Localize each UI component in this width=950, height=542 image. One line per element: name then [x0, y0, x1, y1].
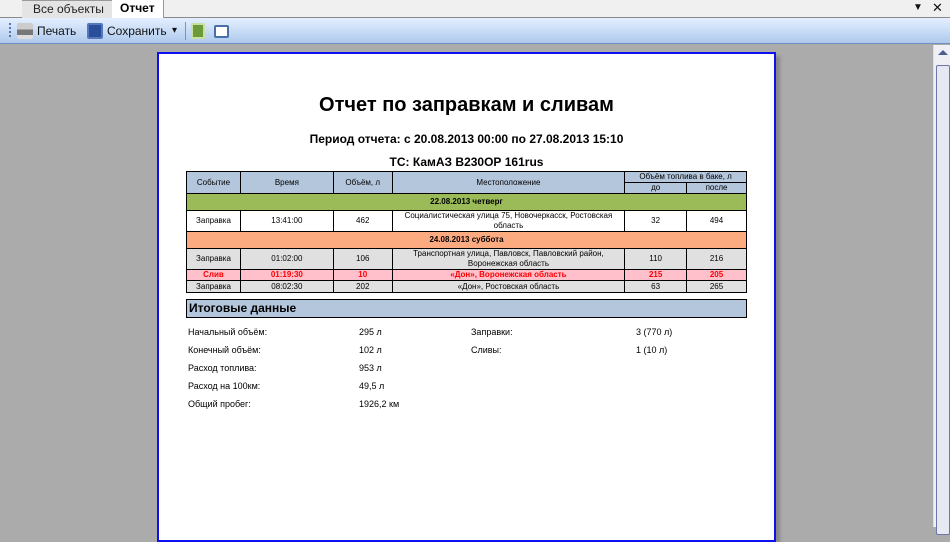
events-table: Событие Время Объём, л Местоположение Об… — [186, 171, 747, 293]
summary-value: 3 (770 л) — [636, 327, 673, 337]
print-label: Печать — [37, 24, 77, 38]
cell-before: 215 — [624, 269, 688, 281]
floppy-disk-icon — [87, 23, 103, 39]
cell-before: 110 — [624, 248, 688, 270]
date-group-row: 22.08.2013 четверг — [186, 193, 747, 211]
date-label: 24.08.2013 суббота — [186, 231, 747, 249]
printer-icon — [17, 23, 33, 39]
cell-time: 13:41:00 — [239, 210, 334, 232]
report-title: Отчет по заправкам и сливам — [319, 94, 614, 116]
summary-label: Расход на 100км: — [188, 381, 261, 391]
table-row: Заправка 13:41:00 462 Социалистическая у… — [186, 210, 747, 232]
toolbar-grip[interactable] — [9, 23, 11, 39]
report-page: Отчет по заправкам и сливам Период отчет… — [157, 52, 776, 542]
col-before: до — [624, 182, 688, 194]
summary-value: 49,5 л — [359, 381, 385, 391]
summary-label: Расход топлива: — [188, 363, 257, 373]
cell-event: Заправка — [186, 280, 241, 293]
cell-location: Транспортная улица, Павловск, Павловский… — [391, 248, 626, 270]
col-time: Время — [239, 171, 334, 194]
cell-volume: 202 — [332, 280, 393, 293]
table-header: Событие Время Объём, л Местоположение Об… — [186, 171, 747, 194]
cell-after: 265 — [686, 280, 747, 293]
print-button[interactable]: Печать — [17, 22, 76, 40]
col-location: Местоположение — [391, 171, 626, 194]
cell-before: 32 — [624, 210, 688, 232]
cell-after: 494 — [686, 210, 747, 232]
cell-location: «Дон», Воронежская область — [391, 269, 626, 281]
scroll-up-icon[interactable] — [938, 50, 948, 55]
cell-event: Заправка — [186, 248, 241, 270]
tab-bar: Все объекты Отчет ▼ ✕ — [0, 0, 950, 19]
toolbar: Печать Сохранить ▾ — [0, 18, 950, 44]
summary-label: Общий пробег: — [188, 399, 251, 409]
col-tank: Объём топлива в баке, л — [624, 171, 747, 183]
save-button[interactable]: Сохранить — [87, 22, 167, 40]
col-volume: Объём, л — [332, 171, 393, 194]
toolbar-separator — [185, 22, 186, 40]
vertical-scrollbar[interactable] — [933, 45, 950, 535]
cell-after: 216 — [686, 248, 747, 270]
table-row-drain: Слив 01:19:30 10 «Дон», Воронежская обла… — [186, 269, 747, 281]
summary-label: Сливы: — [471, 345, 502, 355]
cell-time: 01:19:30 — [239, 269, 334, 281]
scrollbar-thumb[interactable] — [936, 65, 950, 535]
cell-volume: 106 — [332, 248, 393, 270]
summary-label: Начальный объём: — [188, 327, 268, 337]
save-label: Сохранить — [107, 24, 167, 38]
summary-value: 102 л — [359, 345, 382, 355]
cell-time: 01:02:00 — [239, 248, 334, 270]
tab-report[interactable]: Отчет — [112, 0, 164, 19]
report-period: Период отчета: с 20.08.2013 00:00 по 27.… — [309, 132, 624, 146]
cell-before: 63 — [624, 280, 688, 293]
cell-after: 205 — [686, 269, 747, 281]
summary-label: Конечный объём: — [188, 345, 261, 355]
date-label: 22.08.2013 четверг — [186, 193, 747, 211]
report-vehicle: ТС: КамАЗ В230ОР 161rus — [389, 155, 544, 169]
page-width-button[interactable] — [214, 22, 229, 40]
col-event: Событие — [186, 171, 241, 194]
summary-value: 1 (10 л) — [636, 345, 668, 355]
table-row: Заправка 08:02:30 202 «Дон», Ростовская … — [186, 280, 747, 293]
col-after: после — [686, 182, 747, 194]
cell-volume: 462 — [332, 210, 393, 232]
summary-value: 295 л — [359, 327, 382, 337]
cell-location: Социалистическая улица 75, Новочеркасск,… — [391, 210, 626, 232]
cell-event: Слив — [186, 269, 241, 281]
tab-list-dropdown-icon[interactable]: ▼ — [913, 2, 923, 13]
cell-time: 08:02:30 — [239, 280, 334, 293]
summary-value: 953 л — [359, 363, 382, 373]
page-icon — [191, 23, 205, 39]
page-view-button[interactable] — [191, 22, 205, 40]
cell-volume: 10 — [332, 269, 393, 281]
date-group-row: 24.08.2013 суббота — [186, 231, 747, 249]
cell-event: Заправка — [186, 210, 241, 232]
cell-location: «Дон», Ростовская область — [391, 280, 626, 293]
table-row: Заправка 01:02:00 106 Транспортная улица… — [186, 248, 747, 270]
tab-all-objects[interactable]: Все объекты — [22, 0, 114, 18]
save-dropdown-button[interactable]: ▾ — [172, 25, 178, 36]
close-tab-icon[interactable]: ✕ — [932, 0, 943, 15]
summary-value: 1926,2 км — [359, 399, 400, 409]
fit-width-icon — [214, 24, 229, 38]
summary-label: Заправки: — [471, 327, 513, 337]
summary-header: Итоговые данные — [186, 299, 747, 318]
